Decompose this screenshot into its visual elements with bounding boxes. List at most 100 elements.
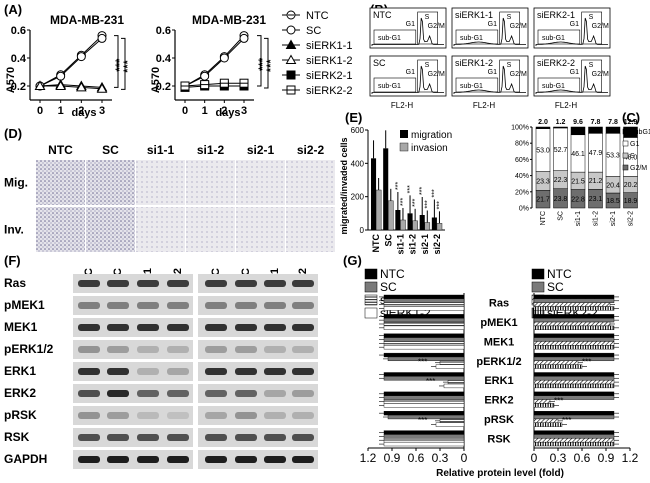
protein-label: ERK1 <box>484 375 513 387</box>
blot-band <box>292 390 314 397</box>
bar-sierk2-2 <box>533 364 583 369</box>
stack-subg1 <box>570 126 586 136</box>
bar-sierk1-1 <box>383 302 465 307</box>
bar-ntc <box>533 352 615 358</box>
y-tick-label: 20% <box>515 189 529 196</box>
marker-sierk1-2 <box>34 80 46 90</box>
blot-band <box>205 302 227 309</box>
category-label: si2-2 <box>628 211 635 226</box>
legend-label-subg1: SubG1 <box>630 129 650 136</box>
panel-label-g: (G) <box>343 253 362 268</box>
blot-strip <box>73 274 193 293</box>
blot-strip <box>198 362 318 381</box>
blot-band <box>235 368 257 375</box>
panel-c-stacked-chart: 100% 80% 60% 40% 20% 0% 2.0 53.0 23.3 21.7 NTC 1.2 5… <box>511 119 650 226</box>
legend-swatch <box>400 130 408 138</box>
blot-band <box>235 390 257 397</box>
y-tick-label: 40% <box>515 173 529 180</box>
blot-band <box>264 456 286 463</box>
gate-label: S <box>507 14 512 21</box>
x-tick-label: 2 <box>78 105 84 117</box>
bar-sc <box>533 414 615 420</box>
series-line-sc <box>39 38 103 87</box>
bar-invasion <box>400 219 406 231</box>
legend-swatch <box>622 152 629 159</box>
category-label: si2-2 <box>432 234 442 255</box>
flow-plot-frame <box>369 55 447 97</box>
bar-ntc <box>533 314 615 319</box>
row-label: Inv. <box>4 223 24 237</box>
sig-stars: *** <box>418 416 427 425</box>
segment-value: 22.8 <box>571 196 585 203</box>
gate-label: G2/M <box>510 23 527 30</box>
marker-sierk1-2 <box>55 80 67 90</box>
bar-sierk2-1 <box>533 321 611 327</box>
marker-sc <box>286 25 296 35</box>
category-label: si1-2 <box>593 211 600 226</box>
column-label: si1-2 <box>197 143 225 157</box>
sig-bracket <box>114 35 119 88</box>
blot-strip <box>198 274 318 293</box>
panel-label-c: (C) <box>622 110 640 125</box>
panel-label-f: (F) <box>4 253 21 268</box>
legend-swatch <box>364 281 378 293</box>
blot-strip <box>73 406 193 425</box>
legend-swatch <box>364 307 378 319</box>
blot-strip <box>198 318 318 337</box>
legend-label-sierk2-2: siERK2-2 <box>306 85 352 97</box>
bar-ntc <box>533 372 615 377</box>
panel-a-left-plot: 0.2 0.4 0.6 0 1 2 3 ****** <box>11 25 134 117</box>
sig-stars: *** <box>395 182 402 190</box>
protein-label: pRSK <box>4 408 37 422</box>
blot-band <box>292 434 314 441</box>
blot-band <box>235 280 257 287</box>
series-line-ntc <box>184 35 245 87</box>
protein-label: GAPDH <box>4 452 47 466</box>
blot-band <box>137 390 159 397</box>
category-label: si1-1 <box>575 211 582 226</box>
y-tick-label: 200 <box>351 193 365 202</box>
gate-label: S <box>425 14 430 21</box>
bar-sc <box>533 356 615 362</box>
blot-band <box>205 412 227 419</box>
blot-band <box>205 456 227 463</box>
y-tick-label: 0.2 <box>11 81 26 93</box>
subg1-value: 1.2 <box>556 119 566 126</box>
bar-sierk1-1 <box>383 341 465 346</box>
series-line-sc <box>184 38 245 87</box>
blot-band <box>137 412 159 419</box>
marker-sc <box>200 71 210 81</box>
sig-stars: *** <box>418 358 427 367</box>
legend-label: NTC <box>380 267 405 281</box>
x-tick-label: 0.3 <box>550 451 567 465</box>
bar-sierk1-2 <box>435 364 465 369</box>
column-label: si1-1 <box>147 143 175 157</box>
bar-sc <box>533 376 615 381</box>
column-label: SC <box>102 143 119 157</box>
marker-sierk2-1 <box>286 70 296 80</box>
marker-sierk1-2 <box>96 83 108 93</box>
protein-label: ERK1 <box>4 364 36 378</box>
gate-s <box>499 59 520 93</box>
gate-label: S <box>425 62 430 69</box>
gate-sub-g1 <box>537 29 581 45</box>
bar-ntc <box>533 294 615 300</box>
blot-band <box>292 346 314 353</box>
blot-band <box>78 434 100 441</box>
protein-label: pERK1/2 <box>476 356 521 368</box>
bar-sierk2-2 <box>533 422 563 427</box>
blot-band <box>137 456 159 463</box>
panel-e-ylabel: migrated/invaded cells <box>339 137 349 234</box>
gate-label: G2/M <box>428 71 445 78</box>
blot-band <box>107 456 129 463</box>
bar-ntc <box>383 411 465 416</box>
x-tick-label: 3 <box>99 105 105 117</box>
micrograph-image <box>186 160 235 205</box>
legend-swatch <box>531 268 545 280</box>
bar-ntc <box>383 314 465 319</box>
marker-sc <box>76 52 86 62</box>
category-label: SC <box>558 211 565 221</box>
sig-stars: *** <box>114 58 126 72</box>
blot-band <box>292 280 314 287</box>
column-label: si2-2 <box>297 143 325 157</box>
